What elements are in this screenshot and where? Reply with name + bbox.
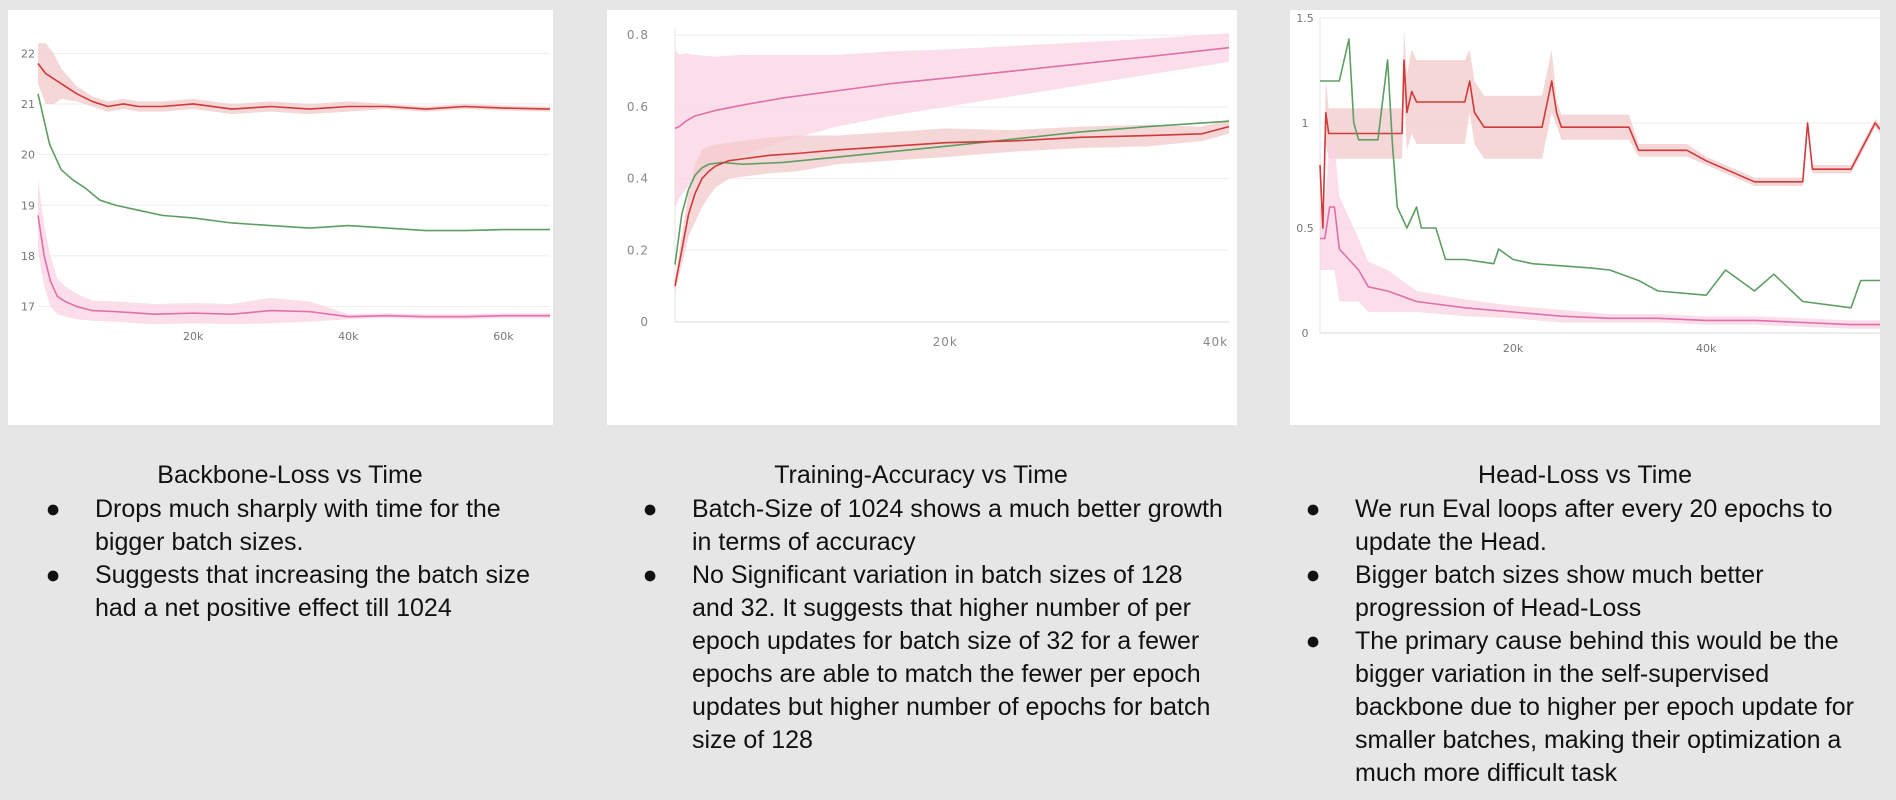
x-tick-label: 40k [1696, 342, 1717, 355]
y-tick-label: 1 [1302, 117, 1309, 130]
bullet-icon: ● [1305, 561, 1321, 589]
series-band [38, 179, 550, 325]
bullet-icon: ● [45, 495, 61, 523]
y-tick-label: 0.2 [627, 243, 649, 257]
training-accuracy-chart: 0 0.2 0.4 0.6 0.8 20k 40k [607, 10, 1237, 425]
x-tick-label: 40k [338, 330, 359, 343]
series-band [675, 33, 1229, 208]
bullet-icon: ● [642, 495, 658, 523]
y-tick-label: 0 [640, 315, 649, 329]
training-accuracy-notes: ● Batch-Size of 1024 shows a much better … [640, 493, 1230, 757]
list-item: ● No Significant variation in batch sizes… [640, 559, 1230, 757]
training-accuracy-caption: Training-Accuracy vs Time [774, 461, 1068, 489]
y-tick-label: 0.8 [627, 28, 649, 42]
backbone-loss-notes: ● Drops much sharply with time for the bi… [43, 493, 553, 625]
backbone-loss-plot: 17 18 19 20 21 22 20k 40k 60k [21, 43, 551, 343]
backbone-loss-chart: 17 18 19 20 21 22 20k 40k 60k [8, 10, 553, 425]
head-loss-notes: ● We run Eval loops after every 20 epochs… [1303, 493, 1883, 790]
y-tick-label: 21 [21, 98, 35, 111]
list-item: ● Suggests that increasing the batch size… [43, 559, 553, 625]
y-tick-label: 20 [21, 149, 35, 162]
bullet-icon: ● [642, 561, 658, 589]
series-line-green [674, 120, 1230, 265]
y-tick-label: 19 [21, 199, 35, 212]
y-tick-label: 0.5 [1296, 222, 1314, 235]
list-item: ● Batch-Size of 1024 shows a much better … [640, 493, 1230, 559]
head-loss-caption: Head-Loss vs Time [1478, 461, 1692, 489]
series-band [1320, 28, 1880, 239]
list-item: ● Bigger batch sizes show much better pro… [1303, 559, 1883, 625]
y-tick-label: 1.5 [1296, 12, 1314, 25]
y-tick-label: 0.6 [627, 100, 649, 114]
list-item: ● The primary cause behind this would be … [1303, 625, 1883, 790]
list-item: ● Drops much sharply with time for the bi… [43, 493, 553, 559]
x-tick-label: 20k [183, 330, 204, 343]
bullet-icon: ● [1305, 627, 1321, 655]
y-tick-label: 0 [1302, 327, 1309, 340]
bullet-icon: ● [45, 561, 61, 589]
series-line-red [1319, 59, 1880, 229]
head-loss-plot: 0 0.5 1 1.5 20k 40k [1296, 12, 1880, 355]
series-band [1320, 144, 1880, 329]
head-loss-chart: 0 0.5 1 1.5 20k 40k [1290, 10, 1880, 425]
y-tick-label: 0.4 [627, 172, 649, 186]
training-accuracy-plot: 0 0.2 0.4 0.6 0.8 20k 40k [627, 28, 1230, 349]
series-band [38, 43, 550, 115]
series-band [675, 119, 1229, 294]
series-line-green [37, 93, 550, 232]
series-line-green [1320, 38, 1880, 309]
series-line-red [674, 125, 1230, 287]
series-line-pink [1320, 206, 1880, 326]
series-line-red [37, 62, 551, 110]
y-tick-label: 17 [21, 301, 35, 314]
list-item: ● We run Eval loops after every 20 epochs… [1303, 493, 1883, 559]
y-tick-label: 18 [21, 250, 35, 263]
series-line-pink [674, 46, 1230, 130]
x-tick-label: 40k [1203, 335, 1228, 349]
y-tick-label: 22 [21, 47, 35, 60]
x-tick-label: 20k [933, 335, 958, 349]
x-tick-label: 60k [493, 330, 514, 343]
x-tick-label: 20k [1503, 342, 1524, 355]
backbone-loss-caption: Backbone-Loss vs Time [157, 461, 423, 489]
series-line-pink [37, 215, 550, 318]
bullet-icon: ● [1305, 495, 1321, 523]
